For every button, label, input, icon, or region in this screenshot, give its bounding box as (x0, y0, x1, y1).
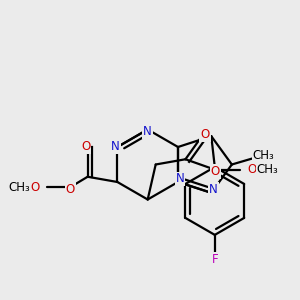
Text: O: O (200, 128, 210, 141)
Text: F: F (212, 254, 218, 266)
Text: O: O (81, 140, 90, 154)
Text: N: N (176, 172, 184, 185)
Text: N: N (143, 125, 152, 138)
Text: N: N (111, 140, 120, 154)
Text: CH₃: CH₃ (257, 163, 279, 176)
Text: O: O (65, 183, 75, 196)
Text: O: O (247, 163, 256, 176)
Text: O: O (211, 165, 220, 178)
Text: N: N (209, 183, 218, 196)
Text: CH₃: CH₃ (253, 149, 274, 162)
Text: O: O (31, 181, 40, 194)
Text: CH₃: CH₃ (8, 181, 30, 194)
